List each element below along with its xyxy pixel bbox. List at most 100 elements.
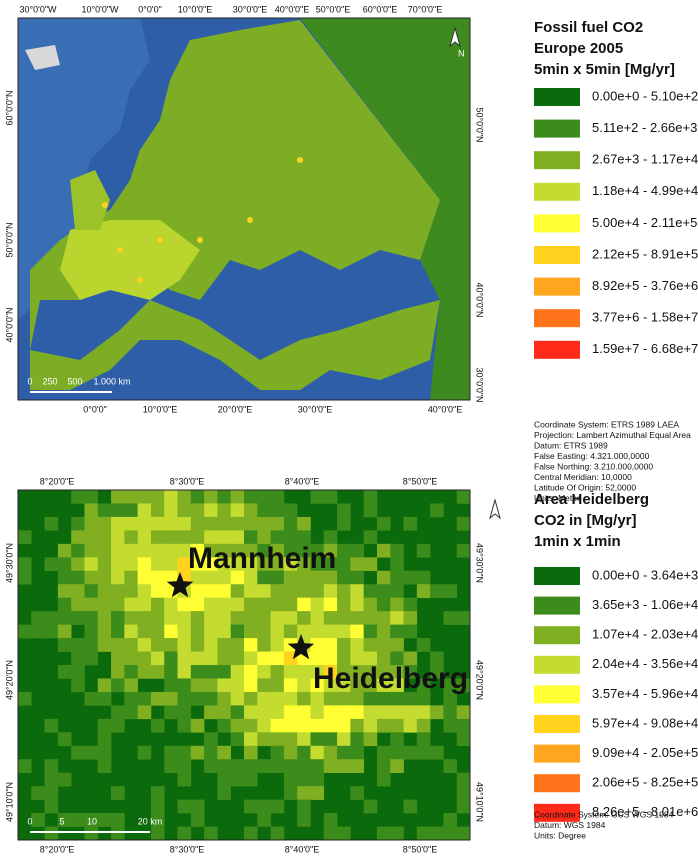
legend-label: 8.92e+5 - 3.76e+6 [592, 278, 698, 293]
raster-cell [244, 799, 258, 814]
raster-cell [323, 557, 338, 572]
raster-cell [44, 718, 59, 733]
raster-cell [376, 691, 391, 706]
raster-cell [177, 799, 192, 814]
raster-cell [124, 705, 138, 720]
raster-cell [244, 624, 258, 639]
iceland [25, 45, 60, 70]
raster-cell [71, 745, 85, 760]
legend-swatch [534, 715, 580, 733]
raster-cell [204, 745, 218, 760]
raster-cell [456, 678, 471, 693]
city-label: Mannheim [188, 542, 336, 575]
raster-cell [363, 530, 378, 545]
raster-cell [71, 570, 85, 585]
raster-cell [257, 705, 271, 720]
raster-cell [390, 759, 404, 773]
raster-cell [297, 570, 311, 585]
raster-cell [430, 651, 444, 666]
raster-cell [430, 584, 444, 598]
raster-cell [270, 691, 285, 706]
raster-cell [150, 516, 165, 531]
raster-cell [177, 503, 192, 518]
raster-cell [283, 718, 298, 733]
map1-frame [17, 17, 471, 401]
bottom-label: 0°0'0" [83, 404, 107, 414]
raster-cell [350, 543, 364, 558]
raster-cell [416, 638, 431, 652]
raster-cell [190, 570, 205, 585]
raster-cell [97, 543, 112, 558]
raster-cell [376, 611, 391, 625]
raster-cell [204, 490, 218, 504]
raster-cell [71, 813, 85, 827]
raster-cell [376, 570, 391, 585]
raster-cell [416, 691, 431, 706]
raster-cell [190, 543, 205, 558]
raster-cell [403, 597, 418, 612]
raster-cell [283, 678, 298, 693]
britain [70, 170, 110, 230]
map2-image [18, 490, 471, 841]
raster-cell [97, 759, 112, 773]
legend-swatch [534, 685, 580, 704]
raster-cell [403, 611, 418, 625]
scale-label: 0 [27, 816, 32, 826]
raster-cell [310, 691, 325, 706]
raster-cell [323, 759, 338, 773]
raster-cell [283, 732, 298, 747]
raster-cell [111, 597, 125, 612]
raster-cell [257, 759, 271, 773]
raster-cell [150, 557, 165, 572]
raster-cell [44, 624, 59, 639]
raster-cell [323, 826, 338, 841]
raster-cell [57, 611, 72, 625]
raster-cell [323, 570, 338, 585]
legend-title: CO2 in [Mg/yr] [534, 512, 637, 529]
scale-label: 10 [87, 816, 97, 826]
raster-cell [323, 543, 338, 558]
raster-cell [190, 745, 205, 760]
raster-cell [337, 745, 351, 760]
info-line: Projection: Lambert Azimuthal Equal Area [534, 430, 691, 440]
raster-cell [416, 732, 431, 747]
black-sea [340, 260, 430, 300]
raster-cell [190, 516, 205, 531]
info-line: Datum: ETRS 1989 [534, 440, 608, 450]
raster-cell [57, 624, 72, 639]
raster-cell [111, 611, 125, 625]
raster-cell [217, 759, 232, 773]
legend-label: 3.77e+6 - 1.58e+7 [592, 310, 698, 325]
legend-swatch [534, 744, 580, 763]
raster-cell [350, 691, 364, 706]
raster-cell [270, 597, 285, 612]
raster-cell [137, 503, 152, 518]
raster-cell [337, 638, 351, 652]
raster-cell [31, 813, 45, 827]
raster-cell [390, 732, 404, 747]
raster-cell [337, 705, 351, 720]
raster-cell [416, 678, 431, 693]
info-line: Units: Degree [534, 830, 586, 840]
raster-cell [244, 732, 258, 747]
raster-cell [363, 624, 378, 639]
raster-cell [270, 584, 285, 598]
raster-cell [257, 691, 271, 706]
raster-cell [230, 651, 245, 666]
raster-cell [297, 584, 311, 598]
raster-cell [337, 503, 351, 518]
raster-cell [71, 530, 85, 545]
raster-cell [430, 826, 444, 841]
raster-cell [376, 665, 391, 679]
raster-cell [111, 813, 125, 827]
raster-cell [84, 516, 99, 531]
raster-cell [137, 651, 152, 666]
raster-cell [416, 570, 431, 585]
legend-swatch [534, 803, 580, 822]
north-label: N [498, 520, 505, 530]
raster-cell [257, 665, 271, 679]
raster-cell [124, 557, 138, 572]
raster-cell [416, 826, 431, 841]
legend-swatch [534, 214, 580, 233]
